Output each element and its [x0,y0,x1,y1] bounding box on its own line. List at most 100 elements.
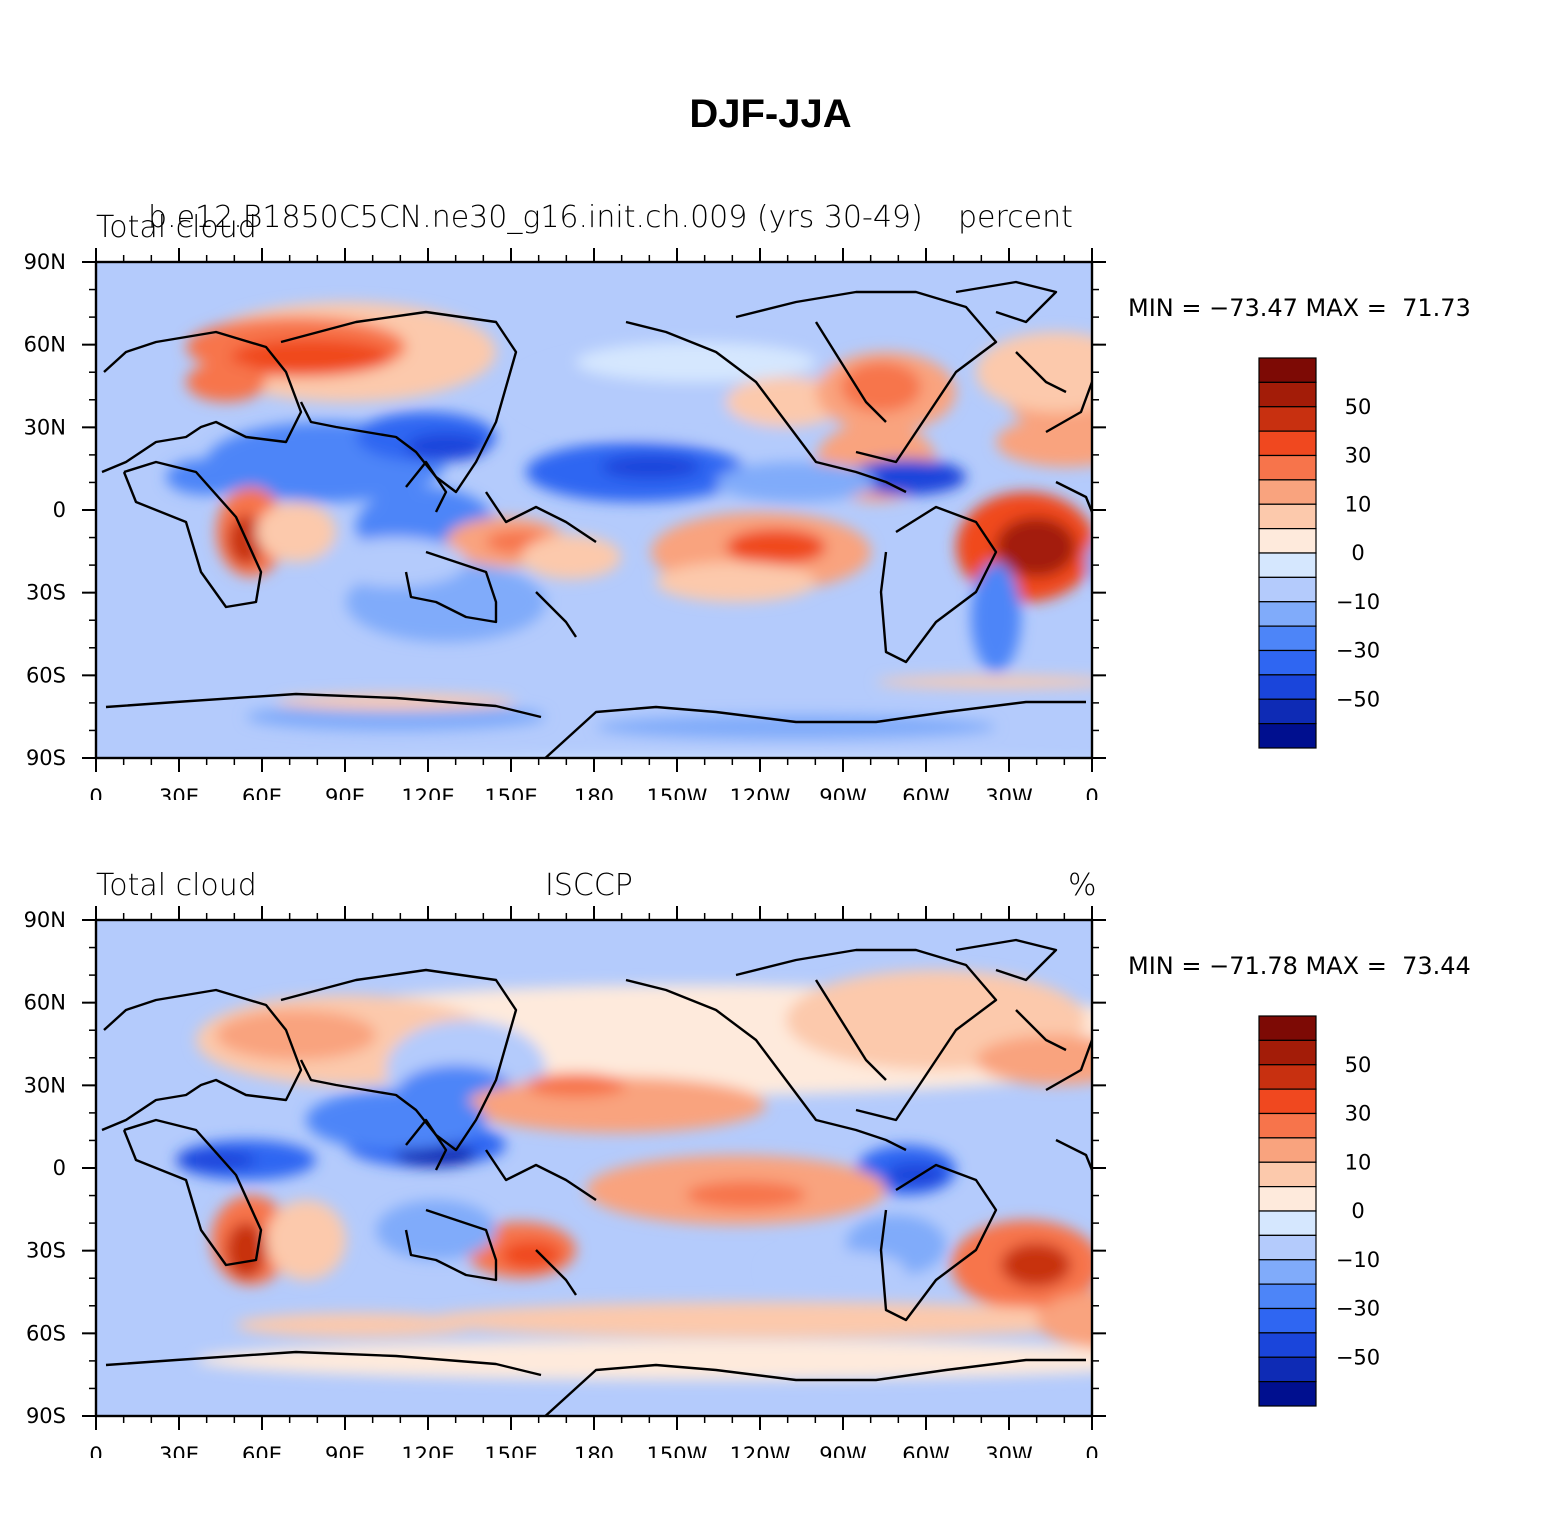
lat-label: 30N [24,1073,66,1097]
lon-label: 0 [89,1443,102,1458]
coastline [735,290,998,464]
colorbar-swatch [1258,479,1317,505]
coastline [535,1249,577,1296]
coastline [1045,1039,1092,1092]
coastline [101,988,303,1132]
contour-region [876,676,1092,688]
contour-region [846,459,966,495]
colorbar-label: 30 [1345,444,1372,468]
coastline [485,491,597,543]
coastline [955,280,1058,324]
coastline [405,1118,448,1171]
colorbar-swatch [1258,1356,1317,1383]
contour-region [256,502,336,562]
lat-label: 60N [24,333,66,357]
lat-label: 0 [53,498,66,522]
contour-region [306,1090,486,1150]
contour-region [976,1035,1092,1085]
lon-label: 30E [159,1443,199,1458]
lat-label: 30N [24,415,66,439]
coastline [625,978,907,1152]
colorbar-swatch [1258,1015,1317,1041]
contour-region [656,562,816,602]
lat-label: 90N [24,908,66,932]
panel-center-title: ISCCP [545,868,633,903]
coastline [485,1149,597,1201]
lon-label: 120W [730,1443,791,1458]
contour-map: 90N 60N 30N 0 30S 60S 90S 0 30E 60E 90E 120E 150E 180… [24,906,1380,1458]
lon-label: 120E [401,785,454,800]
contour-region [1086,544,1092,580]
contour-region [231,339,391,375]
lon-label: 30W [985,1443,1033,1458]
colorbar-swatch [1258,357,1317,383]
lat-label: 60N [24,991,66,1015]
contour-region [686,1181,806,1209]
coastline [1015,1009,1067,1052]
colorbar-swatch [1258,1259,1317,1285]
colorbar-swatch [1258,601,1317,627]
lon-label: 30E [159,785,199,800]
coastline [404,550,498,624]
contour-region [236,1313,476,1337]
colorbar-label: −10 [1336,1248,1380,1272]
colorbar-swatch [1258,649,1317,676]
coastline [105,1350,542,1377]
coastline [1045,381,1092,434]
lon-label: 90E [325,785,365,800]
colorbar-swatch [1258,1307,1317,1334]
coastline [535,591,577,638]
contour-region [601,455,701,479]
coastline [1055,480,1092,513]
lat-label: 90S [26,746,66,770]
contour-region [1146,1195,1186,1245]
contour-region [971,562,1021,672]
coastline [405,460,448,513]
contour-region [196,1340,1092,1380]
colorbar-label: −30 [1336,1297,1380,1321]
coastline [280,968,518,1152]
coastline [122,460,263,609]
coastlines [101,938,1092,1416]
lon-label: 90E [325,1443,365,1458]
contour-region [1036,1291,1092,1349]
coastline [105,692,542,719]
colorbar-swatch [1258,528,1317,554]
contour-region [246,703,546,731]
lat-label: 90S [26,1404,66,1428]
lon-label: 30W [985,785,1033,800]
colorbar-swatch [1258,1039,1317,1066]
coastline [625,320,907,494]
coastline [814,321,887,423]
colorbar-label: −10 [1336,590,1380,614]
contour-fill [96,262,1092,758]
lon-label: 60E [242,785,282,800]
colorbar-swatch [1258,430,1317,457]
colorbar-swatch [1258,1064,1317,1090]
colorbar-label: 10 [1345,1150,1372,1174]
min-max-readout: MIN = −71.78 MAX = 73.44 [1128,952,1471,980]
lon-label: 0 [1085,1443,1098,1458]
contour-region [186,362,266,402]
lon-label: 150W [647,1443,708,1458]
colorbar-label: −50 [1336,1345,1380,1369]
colorbar-swatch [1258,1332,1317,1358]
contour-map: 90N 60N 30N 0 30S 60S 90S 0 30E 60E 90E 120E 150E 180… [24,248,1380,800]
lon-label: 180 [574,785,614,800]
coastline [404,1208,498,1282]
lat-label: 0 [53,1156,66,1180]
coastline [879,1163,998,1322]
colorbar-swatch [1258,454,1317,481]
colorbar-swatch [1258,381,1317,408]
contour-region [501,1241,561,1269]
contour-region [426,1302,1092,1338]
colorbar-swatch [1258,723,1317,749]
colorbar-label: −50 [1336,687,1380,711]
contour-blobs [166,302,1092,739]
colorbar-swatch [1258,1234,1317,1261]
colorbar-swatch [1258,1186,1317,1212]
panel-left-title: Total cloud [96,868,257,903]
lon-label: 60W [902,1443,950,1458]
contour-region [716,462,876,502]
lon-label: 0 [1085,785,1098,800]
